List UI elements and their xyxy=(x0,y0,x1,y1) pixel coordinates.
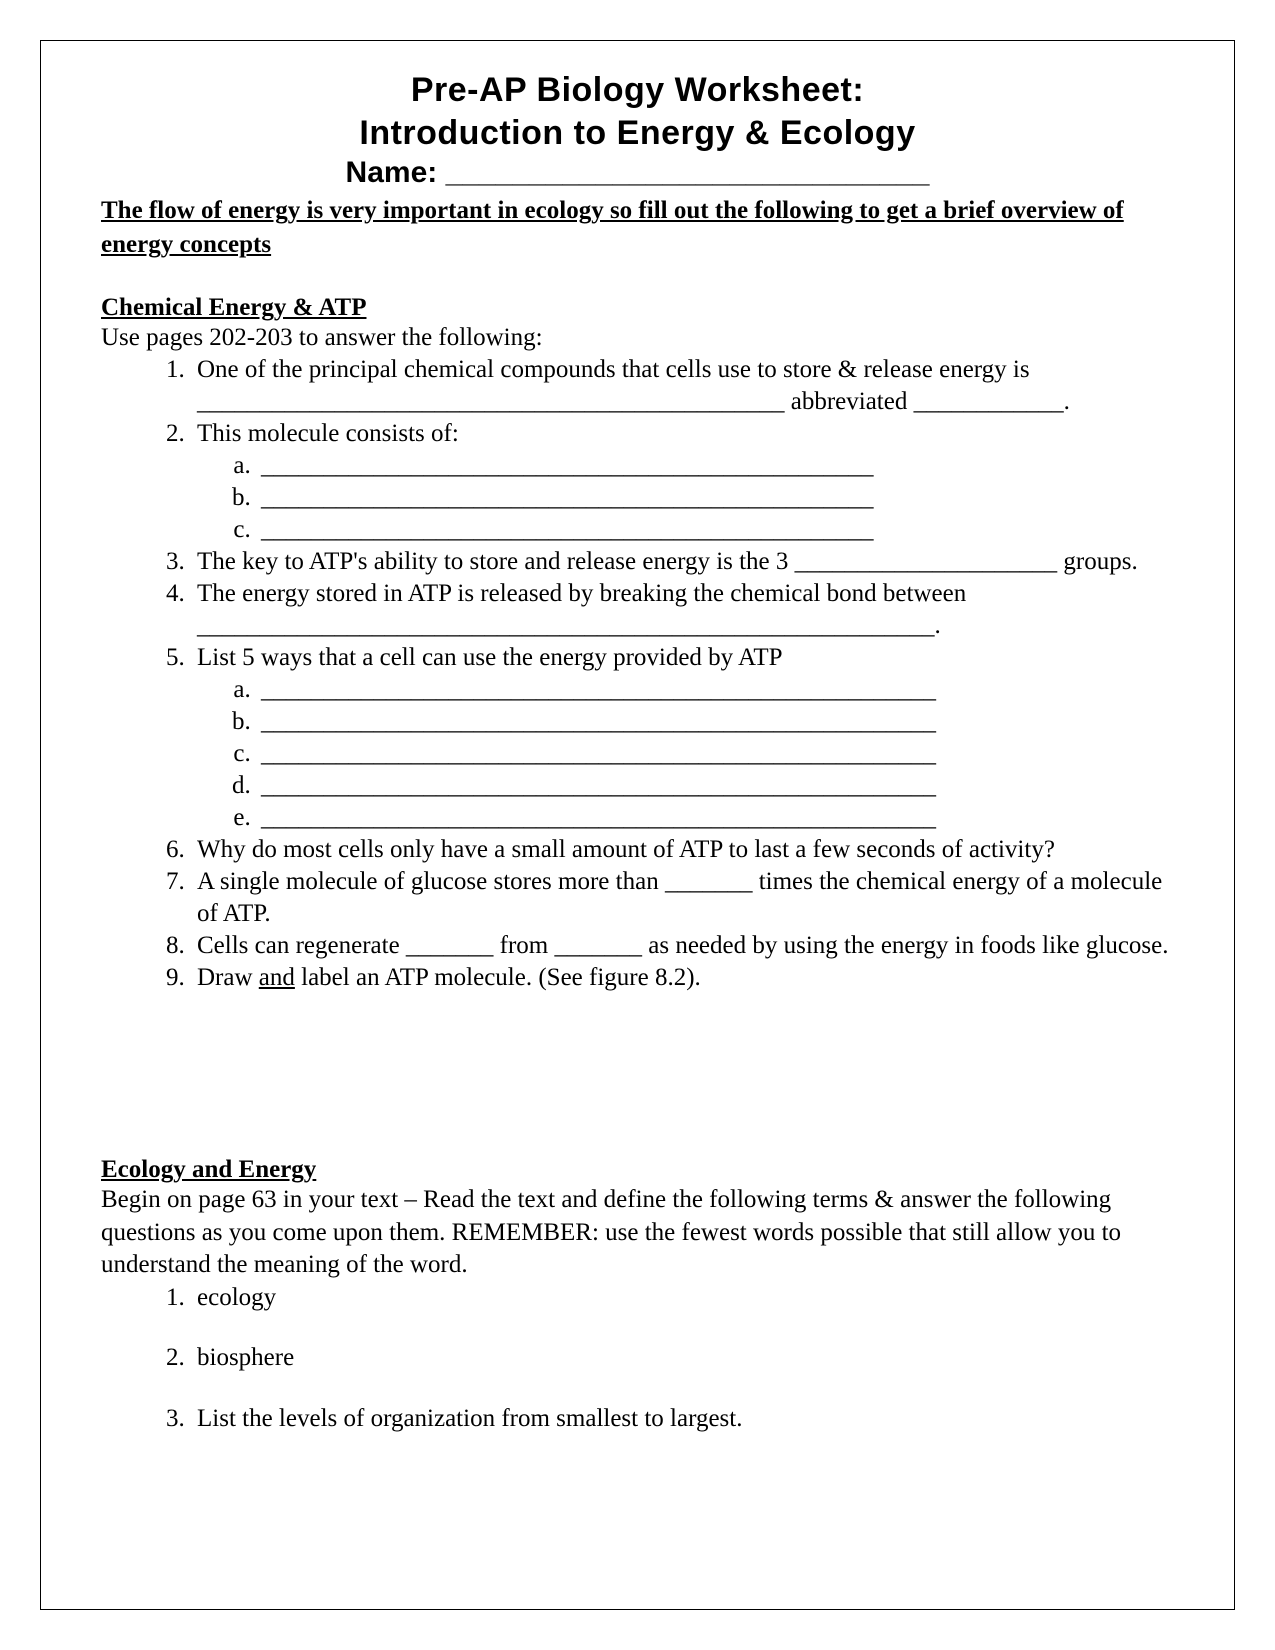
eco-q2: biosphere xyxy=(191,1342,1174,1375)
q5d: ________________________________________… xyxy=(257,770,1174,802)
q8: Cells can regenerate _______ from ______… xyxy=(191,930,1174,962)
q9-post: label an ATP molecule. (See figure 8.2). xyxy=(295,964,701,991)
q5-sublist: ________________________________________… xyxy=(257,674,1174,834)
intro-text: The flow of energy is very important in … xyxy=(101,194,1174,262)
q9-and: and xyxy=(259,964,295,991)
worksheet-title-line2: Introduction to Energy & Ecology xyxy=(101,112,1174,155)
drawing-space xyxy=(101,994,1174,1124)
q5-text: List 5 ways that a cell can use the ener… xyxy=(197,644,783,671)
worksheet-title-line1: Pre-AP Biology Worksheet: xyxy=(101,69,1174,112)
q2: This molecule consists of: _____________… xyxy=(191,418,1174,546)
q2c: ________________________________________… xyxy=(257,514,1174,546)
q7: A single molecule of glucose stores more… xyxy=(191,866,1174,930)
q5a: ________________________________________… xyxy=(257,674,1174,706)
eco-q1: ecology xyxy=(191,1282,1174,1315)
q2a: ________________________________________… xyxy=(257,450,1174,482)
q9-pre: Draw xyxy=(197,964,259,991)
q5e: ________________________________________… xyxy=(257,802,1174,834)
q5b: ________________________________________… xyxy=(257,706,1174,738)
q5: List 5 ways that a cell can use the ener… xyxy=(191,642,1174,834)
worksheet-page: Pre-AP Biology Worksheet: Introduction t… xyxy=(40,40,1235,1610)
section1-questions: One of the principal chemical compounds … xyxy=(191,354,1174,994)
section2-questions: ecology biosphere List the levels of org… xyxy=(191,1282,1174,1436)
section1-heading: Chemical Energy & ATP xyxy=(101,294,1174,322)
section1-instruction: Use pages 202-203 to answer the followin… xyxy=(101,322,1174,355)
q6: Why do most cells only have a small amou… xyxy=(191,834,1174,866)
q3: The key to ATP's ability to store and re… xyxy=(191,546,1174,578)
q4: The energy stored in ATP is released by … xyxy=(191,578,1174,642)
q2-sublist: ________________________________________… xyxy=(257,450,1174,546)
q1: One of the principal chemical compounds … xyxy=(191,354,1174,418)
name-field-label: Name: _____________________________ xyxy=(101,156,1174,190)
q2-text: This molecule consists of: xyxy=(197,420,459,447)
q5c: ________________________________________… xyxy=(257,738,1174,770)
section2-instruction: Begin on page 63 in your text – Read the… xyxy=(101,1184,1174,1282)
q2b: ________________________________________… xyxy=(257,482,1174,514)
q9: Draw and label an ATP molecule. (See fig… xyxy=(191,962,1174,994)
eco-q3: List the levels of organization from sma… xyxy=(191,1403,1174,1436)
section2-heading: Ecology and Energy xyxy=(101,1156,1174,1184)
